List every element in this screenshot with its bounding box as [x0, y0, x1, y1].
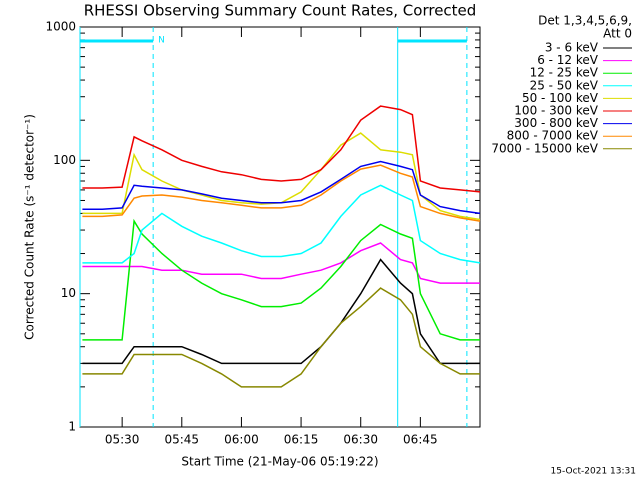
x-tick-label: 06:30: [343, 433, 378, 447]
series-line: [82, 242, 480, 284]
legend-header: Att 0: [603, 27, 632, 41]
series-line: [82, 287, 480, 388]
series-line: [82, 105, 481, 193]
series-line: [82, 164, 481, 222]
legend-label: 25 - 50 keV: [530, 78, 599, 92]
legend-label: 7000 - 15000 keV: [491, 141, 598, 155]
y-tick-label: 1: [68, 420, 76, 434]
y-tick-label: 100: [53, 153, 76, 167]
x-tick-label: 06:45: [403, 433, 438, 447]
plot-frame: [79, 26, 481, 428]
legend-label: 800 - 7000 keV: [507, 129, 599, 143]
series-line: [82, 160, 481, 215]
series-line: [82, 218, 480, 341]
interval-label: N: [158, 36, 165, 46]
series-line: [82, 184, 481, 264]
legend-label: 6 - 12 keV: [537, 53, 599, 67]
series-line: [82, 258, 480, 365]
x-tick-label: 05:45: [164, 433, 199, 447]
x-axis-label: Start Time (21-May-06 05:19:22): [181, 455, 378, 469]
y-tick-label: 10: [61, 286, 76, 300]
legend-label: 50 - 100 keV: [522, 91, 599, 105]
legend-label: 12 - 25 keV: [530, 66, 599, 80]
y-axis-label: Corrected Count Rate (s⁻¹ detector⁻¹): [23, 114, 37, 340]
x-tick-label: 06:00: [224, 433, 259, 447]
x-tick-label: 06:15: [284, 433, 319, 447]
x-tick-label: 05:30: [105, 433, 140, 447]
legend-header: Det 1,3,4,5,6,9,: [538, 14, 632, 28]
chart-title: RHESSI Observing Summary Count Rates, Co…: [84, 2, 477, 20]
legend-label: 100 - 300 keV: [514, 104, 598, 118]
footer: 15-Oct-2021 13:31: [551, 467, 636, 477]
y-tick-label: 1000: [45, 20, 76, 34]
legend-label: 3 - 6 keV: [545, 41, 599, 55]
legend-label: 300 - 800 keV: [514, 116, 598, 130]
